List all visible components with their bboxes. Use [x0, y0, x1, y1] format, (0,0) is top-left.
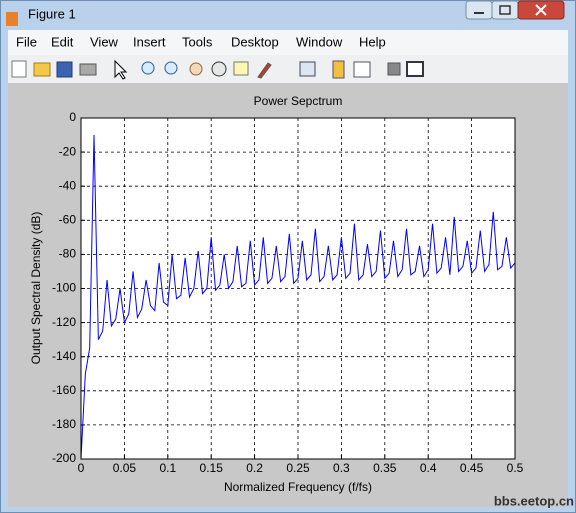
watermark: bbs.eetop.cn	[494, 493, 574, 508]
window-title: Figure 1	[28, 6, 76, 21]
x-tick-label: 0	[78, 461, 85, 475]
save-icon[interactable]	[56, 61, 73, 78]
app-icon	[6, 12, 18, 26]
chart-title: Power Sepctrum	[254, 94, 343, 108]
open-icon[interactable]	[33, 62, 51, 77]
new-icon[interactable]	[11, 60, 27, 78]
x-tick-label: 0.5	[507, 461, 524, 475]
x-tick-label: 0.3	[333, 461, 350, 475]
x-tick-label: 0.15	[200, 461, 224, 475]
y-tick-label: 0	[69, 110, 76, 124]
y-tick-label: -160	[52, 383, 76, 397]
y-tick-label: -120	[52, 315, 76, 329]
y-axis-label: Output Spectral Density (dB)	[29, 212, 43, 365]
x-tick-label: 0.2	[246, 461, 263, 475]
y-tick-label: -140	[52, 349, 76, 363]
menu-item[interactable]: Desktop	[231, 34, 279, 49]
pan-icon[interactable]	[189, 62, 203, 76]
x-tick-label: 0.05	[113, 461, 137, 475]
y-tick-label: -100	[52, 281, 76, 295]
close-glyph	[535, 4, 547, 16]
y-tick-label: -20	[59, 144, 77, 158]
zoom-out-icon[interactable]	[164, 61, 178, 75]
toolbar-icons	[11, 59, 424, 80]
x-axis-label: Normalized Frequency (f/fs)	[224, 480, 372, 494]
spectrum-line	[80, 135, 516, 460]
show-tools-icon[interactable]	[406, 61, 424, 77]
zoom-in-icon[interactable]	[141, 61, 155, 75]
minimize-button[interactable]	[465, 0, 493, 20]
menu-bar	[8, 30, 568, 55]
legend-icon[interactable]	[353, 61, 371, 78]
menu-item[interactable]: File	[16, 34, 37, 49]
menu-item[interactable]: Tools	[182, 34, 213, 49]
y-tick-label: -200	[52, 451, 76, 465]
menu-item[interactable]: Help	[359, 34, 386, 49]
hide-tools-icon[interactable]	[387, 62, 401, 76]
pointer-icon[interactable]	[114, 59, 128, 80]
maximize-glyph	[499, 5, 511, 15]
x-tick-label: 0.45	[460, 461, 484, 475]
print-icon[interactable]	[79, 63, 97, 76]
y-tick-label: -40	[59, 178, 77, 192]
x-tick-label: 0.4	[420, 461, 437, 475]
menu-item[interactable]: Edit	[51, 34, 74, 49]
datacursor-icon[interactable]	[233, 61, 249, 76]
y-tick-label: -180	[52, 417, 76, 431]
y-tick-label: -60	[59, 212, 77, 226]
menu-item[interactable]: Insert	[133, 34, 166, 49]
menu-item[interactable]: View	[90, 34, 119, 49]
maximize-button[interactable]	[491, 0, 519, 20]
axes-box	[80, 117, 516, 460]
y-tick-label: -80	[59, 247, 77, 261]
rotate-icon[interactable]	[211, 61, 227, 77]
toolbar	[8, 55, 568, 83]
link-icon[interactable]	[299, 61, 316, 77]
x-tick-label: 0.25	[286, 461, 310, 475]
x-tick-label: 0.35	[373, 461, 397, 475]
menu-item[interactable]: Window	[296, 34, 343, 49]
x-tick-label: 0.1	[159, 461, 176, 475]
colorbar-icon[interactable]	[332, 60, 345, 79]
brush-icon[interactable]	[257, 62, 272, 79]
